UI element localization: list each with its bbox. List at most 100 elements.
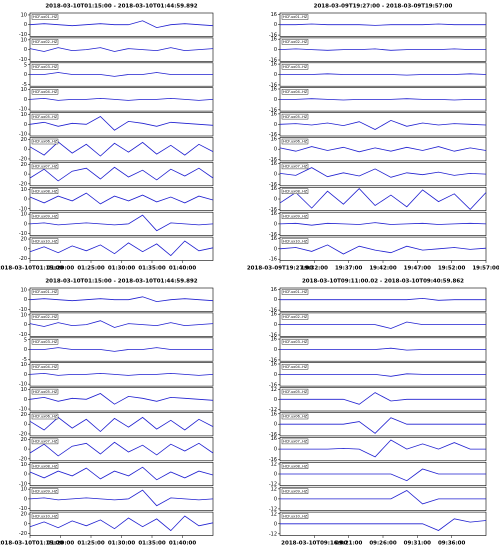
waveform-line bbox=[29, 393, 214, 405]
trace-label-box bbox=[31, 113, 59, 120]
y-tick-label: 10 bbox=[21, 312, 27, 318]
y-tick-label: 16 bbox=[271, 37, 277, 43]
y-tick-label: 0 bbox=[24, 97, 27, 103]
y-tick-label: 16 bbox=[271, 236, 277, 242]
y-tick-label: 20 bbox=[21, 137, 27, 143]
x-tick-label: 2018-03-10T09:16:00 bbox=[281, 541, 347, 547]
waveform-line bbox=[280, 73, 487, 76]
y-tick-label: 16 bbox=[271, 87, 277, 93]
y-tick-label: -16 bbox=[269, 107, 277, 113]
waveform-line bbox=[280, 490, 486, 505]
y-tick-label: 10 bbox=[21, 112, 27, 118]
waveform-line bbox=[29, 214, 214, 232]
trace-label: HCF.ux04..HZ bbox=[283, 365, 308, 369]
y-tick-label: 0 bbox=[274, 221, 277, 227]
y-tick-label: -5 bbox=[22, 82, 27, 88]
y-tick-label: -10 bbox=[19, 206, 27, 212]
y-tick-label: -10 bbox=[19, 132, 27, 138]
y-tick-label: 0 bbox=[274, 22, 277, 28]
y-tick-label: 12 bbox=[271, 486, 277, 492]
trace-label-box bbox=[31, 413, 59, 420]
x-tick-label: 19:47:00 bbox=[404, 266, 432, 272]
trace-label: HCF.ux09..HZ bbox=[283, 214, 308, 218]
waveform-line bbox=[29, 441, 214, 457]
waveform-line bbox=[29, 466, 214, 481]
trace-label-box bbox=[31, 213, 59, 219]
y-tick-label: 0 bbox=[274, 72, 277, 78]
trace-label: HCF.ux02..HZ bbox=[283, 315, 308, 319]
trace-frame bbox=[279, 112, 487, 137]
y-tick-label: 0 bbox=[274, 347, 277, 353]
waveform-line bbox=[29, 166, 214, 182]
trace-label-box bbox=[281, 314, 309, 320]
trace-label-box bbox=[31, 289, 59, 295]
y-tick-label: -10 bbox=[19, 32, 27, 38]
y-tick-label: 0 bbox=[24, 422, 27, 428]
trace-label: HCF.ux10..HZ bbox=[283, 239, 308, 243]
y-tick-label: 16 bbox=[271, 312, 277, 318]
waveform-line bbox=[279, 167, 487, 178]
y-tick-label: -12 bbox=[269, 482, 277, 488]
x-tick-label: 19:52:00 bbox=[438, 266, 466, 272]
waveform-line bbox=[279, 188, 487, 210]
x-tick-label: 09:36:00 bbox=[438, 541, 466, 547]
trace-label: HCF.ux03..HZ bbox=[283, 340, 308, 344]
y-tick-label: 16 bbox=[271, 436, 277, 442]
y-tick-label: -10 bbox=[19, 231, 27, 237]
y-tick-label: -20 bbox=[19, 256, 27, 262]
trace-label-box bbox=[31, 238, 59, 244]
y-tick-label: 0 bbox=[274, 147, 277, 153]
y-tick-label: 0 bbox=[274, 472, 277, 478]
y-tick-label: -10 bbox=[19, 307, 27, 313]
x-tick-label: 01:20:00 bbox=[47, 541, 75, 547]
y-tick-label: -20 bbox=[19, 431, 27, 437]
waveform-line bbox=[29, 515, 214, 532]
y-tick-label: 10 bbox=[21, 12, 27, 18]
y-tick-label: 20 bbox=[21, 162, 27, 168]
y-tick-label: 16 bbox=[271, 287, 277, 293]
y-tick-label: 20 bbox=[21, 412, 27, 418]
y-tick-label: -10 bbox=[19, 407, 27, 413]
y-tick-label: 16 bbox=[271, 62, 277, 68]
trace-label: HCF.ux05..HZ bbox=[283, 115, 308, 119]
y-tick-label: 10 bbox=[21, 37, 27, 43]
y-tick-label: -10 bbox=[19, 107, 27, 113]
x-tick-label: 01:40:00 bbox=[169, 541, 197, 547]
y-tick-label: -16 bbox=[269, 157, 277, 163]
y-tick-label: 20 bbox=[21, 437, 27, 443]
waveform-line bbox=[280, 347, 486, 351]
x-tick-label: 19:57:00 bbox=[472, 266, 499, 272]
trace-label: HCF.ux08..HZ bbox=[283, 465, 308, 469]
x-tick-label: 09:26:00 bbox=[369, 541, 397, 547]
y-tick-label: -20 bbox=[19, 531, 27, 537]
trace-label-box bbox=[31, 513, 59, 519]
trace-label-box bbox=[31, 438, 59, 445]
waveform-line bbox=[29, 47, 214, 52]
x-tick-label: 01:25:00 bbox=[77, 266, 105, 272]
waveform-line bbox=[280, 297, 486, 301]
trace-label-box bbox=[281, 113, 309, 120]
trace-label-box bbox=[281, 364, 309, 370]
y-tick-label: 12 bbox=[271, 461, 277, 467]
trace-label: HCF.ux02..HZ bbox=[283, 40, 308, 44]
trace-label: HCF.ux10..HZ bbox=[283, 514, 308, 518]
y-tick-label: 12 bbox=[271, 387, 277, 393]
x-tick-label: 01:30:00 bbox=[108, 266, 136, 272]
waveform-line bbox=[279, 146, 487, 153]
y-tick-label: -16 bbox=[269, 357, 277, 363]
y-tick-label: 0 bbox=[24, 172, 27, 178]
trace-label: HCF.ux07..HZ bbox=[33, 165, 58, 169]
y-tick-label: 16 bbox=[271, 161, 277, 167]
y-tick-label: 0 bbox=[24, 147, 27, 153]
y-tick-label: 0 bbox=[24, 496, 27, 502]
y-tick-label: -16 bbox=[269, 308, 277, 314]
waveform-line bbox=[29, 320, 214, 328]
waveform-line bbox=[30, 347, 213, 352]
x-tick-label: 01:20:00 bbox=[47, 266, 75, 272]
trace-label-box bbox=[31, 64, 59, 70]
waveform-line bbox=[279, 222, 487, 226]
y-tick-label: -16 bbox=[269, 33, 277, 39]
y-tick-label: 0 bbox=[24, 297, 27, 303]
y-tick-label: 0 bbox=[24, 447, 27, 453]
